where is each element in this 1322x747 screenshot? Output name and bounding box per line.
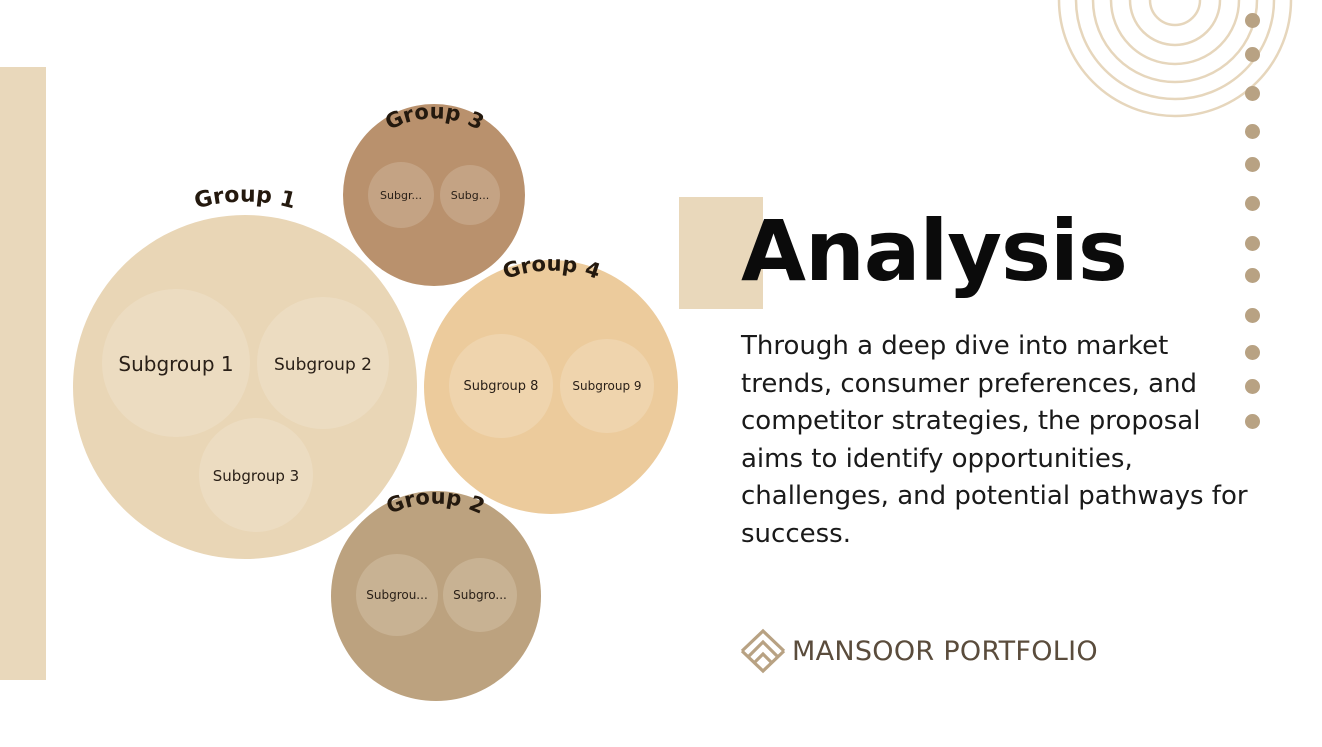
group-1-label: Group 1 xyxy=(192,182,298,214)
subgroup-bubble: Subgrou... xyxy=(356,554,438,636)
decorative-dot xyxy=(1245,196,1260,211)
slide-body-text: Through a deep dive into market trends, … xyxy=(741,331,1248,549)
stacked-chevron-logo-icon xyxy=(740,628,786,674)
subgroup-bubble: Subgroup 9 xyxy=(560,339,654,433)
group-2-bubble: Group 2 Subgrou... Subgro... xyxy=(331,485,541,701)
subgroup-bubble: Subg... xyxy=(440,165,500,225)
subgroup-bubble: Subgroup 1 xyxy=(102,289,250,437)
subgroup-label: Subgrou... xyxy=(366,588,428,602)
brand-footer: MANSOOR PORTFOLIO xyxy=(740,628,1098,674)
subgroup-label: Subgr... xyxy=(380,189,422,202)
concentric-rings-decoration xyxy=(1057,0,1293,118)
decorative-dot xyxy=(1245,379,1260,394)
subgroup-label: Subgroup 9 xyxy=(572,379,641,393)
subgroup-label: Subgroup 8 xyxy=(464,379,539,394)
subgroup-label: Subg... xyxy=(451,189,489,202)
subgroup-bubble: Subgroup 3 xyxy=(199,418,313,532)
decorative-dot xyxy=(1245,47,1260,62)
group-3-bubble: Group 3 Subgr... Subg... xyxy=(343,99,525,286)
decorative-dot xyxy=(1245,268,1260,283)
subgroup-bubble: Subgr... xyxy=(368,162,434,228)
decorative-dot xyxy=(1245,236,1260,251)
subgroup-bubble: Subgroup 8 xyxy=(449,334,553,438)
left-accent-bar xyxy=(0,67,46,680)
decorative-dot xyxy=(1245,157,1260,172)
brand-name: MANSOOR PORTFOLIO xyxy=(792,635,1098,667)
group-1-bubble: Group 1 Subgroup 1 Subgroup 2 Subgroup 3 xyxy=(73,182,417,559)
decorative-dot xyxy=(1245,345,1260,360)
subgroup-bubble: Subgroup 2 xyxy=(257,297,389,429)
subgroup-label: Subgroup 2 xyxy=(274,355,372,375)
subgroup-label: Subgro... xyxy=(453,588,507,602)
decorative-dot xyxy=(1245,86,1260,101)
decorative-dot xyxy=(1245,13,1260,28)
decorative-dot xyxy=(1245,308,1260,323)
decorative-dot xyxy=(1245,414,1260,429)
subgroup-label: Subgroup 1 xyxy=(118,352,233,376)
subgroup-label: Subgroup 3 xyxy=(213,467,299,485)
decorative-dot xyxy=(1245,124,1260,139)
title-accent-square xyxy=(679,197,763,309)
subgroup-bubble: Subgro... xyxy=(443,558,517,632)
svg-text:Group 1: Group 1 xyxy=(192,182,298,214)
group-4-bubble: Group 4 Subgroup 8 Subgroup 9 xyxy=(424,252,678,514)
slide-title: Analysis xyxy=(741,202,1128,300)
